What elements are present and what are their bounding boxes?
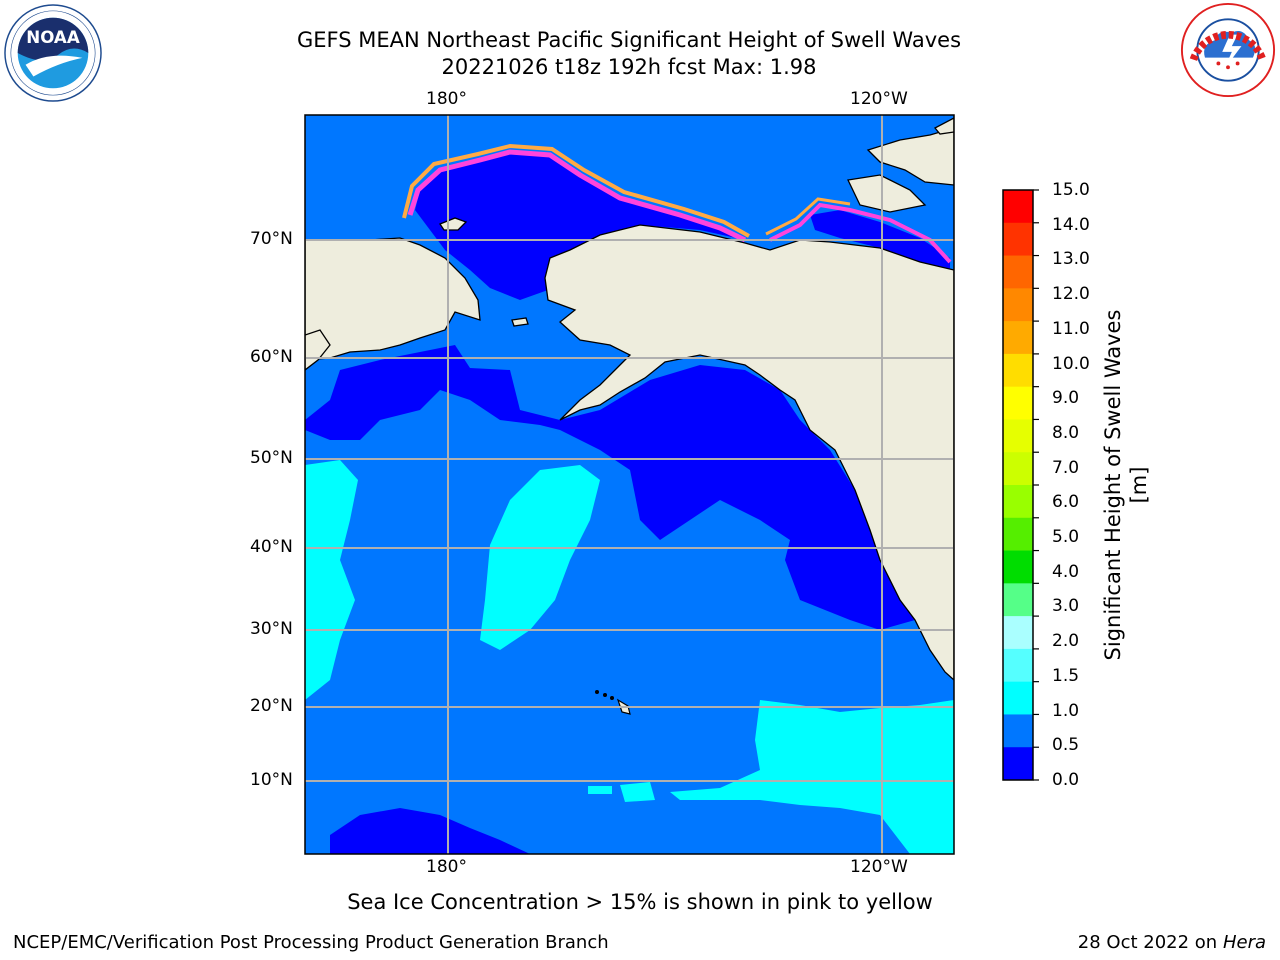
colorbar-tick-label: 5.0: [1052, 527, 1080, 548]
low-swell-north: [305, 345, 915, 630]
colorbar-segment: [1003, 190, 1033, 224]
colorbar-tick-label: 15.0: [1052, 180, 1090, 200]
colorbar-segment: [1003, 222, 1033, 257]
lat-label-60n: 60°N: [250, 347, 293, 367]
land-bering-island: [511, 317, 529, 327]
colorbar-segment: [1003, 747, 1033, 781]
colorbar-segment: [1003, 321, 1033, 355]
colorbar-segment: [1003, 452, 1033, 486]
footer-host: Hera: [1222, 932, 1266, 953]
sea-ice-caption: Sea Ice Concentration > 15% is shown in …: [347, 890, 933, 914]
colorbar-tick-label: 7.0: [1052, 457, 1080, 478]
lat-label-30n: 30°N: [250, 619, 293, 639]
low-swell-arctic: [415, 152, 745, 300]
chart-title: GEFS MEAN Northeast Pacific Significant …: [296, 28, 962, 52]
high-swell-central: [480, 465, 600, 650]
colorbar-tick-label: 11.0: [1052, 318, 1090, 339]
land-arctic-islands-3: [933, 117, 954, 135]
lat-label-10n: 10°N: [250, 770, 293, 790]
colorbar-tick-label: 14.0: [1052, 214, 1090, 235]
colorbar-segment: [1003, 681, 1033, 715]
colorbar-segment: [1003, 550, 1033, 584]
colorbar-tick-label: 12.0: [1052, 284, 1090, 305]
colorbar-segment: [1003, 616, 1033, 650]
colorbar-tick-label: 6.0: [1052, 492, 1080, 513]
colorbar-tick-label: 1.0: [1052, 700, 1080, 721]
colorbar-segment: [1003, 288, 1033, 322]
high-swell-west: [305, 460, 358, 700]
colorbar-segment: [1003, 255, 1033, 289]
colorbar-tick-label: 3.0: [1052, 596, 1080, 617]
colorbar-tick-label: 9.0: [1052, 388, 1080, 409]
colorbar-segment: [1003, 485, 1033, 519]
sea-ice-edge-east-outer: [765, 197, 851, 236]
land-siberia: [305, 237, 481, 361]
colorbar-segment: [1003, 714, 1033, 748]
colorbar: [1002, 189, 1039, 781]
land-arctic-islands-2: [866, 127, 954, 186]
noaa-logo: NOAA: [4, 4, 102, 102]
lat-label-40n: 40°N: [250, 537, 293, 557]
colorbar-segment: [1003, 386, 1033, 420]
lon-label-bottom-180: 180°: [426, 857, 467, 877]
sea-ice-edge-outer: [402, 143, 750, 238]
svg-text:NOAA: NOAA: [26, 28, 80, 47]
footer-date-text: 28 Oct 2022 on: [1077, 932, 1223, 953]
footer-credit: NCEP/EMC/Verification Post Processing Pr…: [13, 932, 609, 953]
lon-label-top-120w: 120°W: [850, 89, 908, 109]
colorbar-tick-label: 1.5: [1052, 665, 1080, 686]
colorbar-segment: [1003, 648, 1033, 683]
low-swell-south: [330, 808, 530, 854]
lat-label-50n: 50°N: [250, 448, 293, 468]
land-kamchatka-tip: [305, 329, 331, 371]
colorbar-tick-label: 2.0: [1052, 631, 1080, 652]
graticule: [305, 115, 954, 854]
footer-date: 28 Oct 2022 on Hera: [1078, 932, 1266, 953]
high-swell-small2: [588, 786, 612, 794]
map-frame: [304, 114, 955, 855]
land-wrangel: [439, 217, 468, 231]
lon-label-top-180: 180°: [426, 89, 467, 109]
colorbar-tick-label: 0.0: [1052, 770, 1080, 790]
colorbar-tick-label: 8.0: [1052, 422, 1080, 443]
nws-logo: [1180, 2, 1276, 98]
colorbar-tick-label: 10.0: [1052, 353, 1090, 374]
sea-ice-edge: [407, 149, 747, 243]
colorbar-segment: [1003, 583, 1033, 617]
colorbar-tick-label: 0.5: [1052, 735, 1080, 756]
colorbar-segment: [1003, 419, 1033, 453]
high-swell-small: [620, 782, 655, 802]
chart-subtitle: 20221026 t18z 192h fcst Max: 1.98: [441, 55, 817, 79]
land-arctic-islands: [847, 174, 927, 213]
colorbar-segment: [1003, 517, 1033, 552]
lat-label-70n: 70°N: [250, 229, 293, 249]
colorbar-segment: [1003, 353, 1033, 388]
colorbar-tick-label: 13.0: [1052, 249, 1090, 270]
colorbar-label: Significant Height of Swell Waves [m]: [1101, 309, 1151, 661]
lon-label-bottom-120w: 120°W: [850, 857, 908, 877]
lat-label-20n: 20°N: [250, 696, 293, 716]
colorbar-tick-label: 4.0: [1052, 561, 1080, 582]
